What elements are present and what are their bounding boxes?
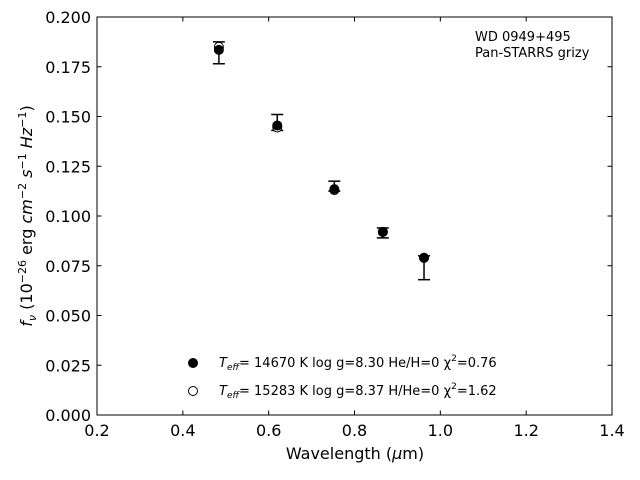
y-tick-label: 0.175 [45,58,91,77]
y-tick-label: 0.200 [45,8,91,27]
x-tick-label: 0.2 [84,421,109,440]
svg-text:fν (10−26 erg cm−2 s−1 Hz−1): fν (10−26 erg cm−2 s−1 Hz−1) [16,105,39,326]
model-point-filled [272,120,283,131]
legend-marker-open [188,386,198,396]
legend-entry-1-text: = 14670 K log g=8.30 He/H=0 χ [239,356,452,371]
legend-entry-1: Teff= 14670 K log g=8.30 He/H=0 χ2=0.76 [219,354,497,373]
legend-marker-filled [188,358,198,368]
y-tick-label: 0.025 [45,356,91,375]
model-point-filled [213,44,224,55]
x-tick-label: 1.4 [599,421,624,440]
x-tick-label: 1.0 [428,421,453,440]
axis-ticks [96,16,613,416]
y-tick-label: 0.150 [45,108,91,127]
legend: Teff= 14670 K log g=8.30 He/H=0 χ2=0.76 … [188,354,497,401]
model-point-filled [419,252,430,263]
model-point-filled [329,184,340,195]
annotation-survey: Pan-STARRS grizy [475,46,590,61]
y-tick-label: 0.125 [45,157,91,176]
legend-entry-2-chi: =1.62 [457,384,497,399]
legend-entry-2-text: = 15283 K log g=8.37 H/He=0 χ [239,384,452,399]
axis-tick-labels: 0.2 0.4 0.6 0.8 1.0 1.2 1.4 0.000 0.025 0.050 0.07… [45,8,625,440]
x-tick-label: 0.6 [256,421,281,440]
model-point-filled [377,226,388,237]
x-axis-label: Wavelength (μm) [286,444,424,463]
y-tick-label: 0.000 [45,406,91,425]
legend-entry-2: Teff= 15283 K log g=8.37 H/He=0 χ2=1.62 [219,382,497,401]
data-marks [212,41,431,281]
x-tick-label: 0.4 [170,421,195,440]
x-tick-label: 1.2 [513,421,538,440]
y-tick-label: 0.100 [45,207,91,226]
y-axis-label: fν (10−26 erg cm−2 s−1 Hz−1) [16,105,39,326]
legend-entry-1-chi: =0.76 [457,356,497,371]
y-tick-label: 0.075 [45,257,91,276]
x-tick-label: 0.8 [342,421,367,440]
y-tick-label: 0.050 [45,307,91,326]
annotation-object: WD 0949+495 [475,30,571,45]
